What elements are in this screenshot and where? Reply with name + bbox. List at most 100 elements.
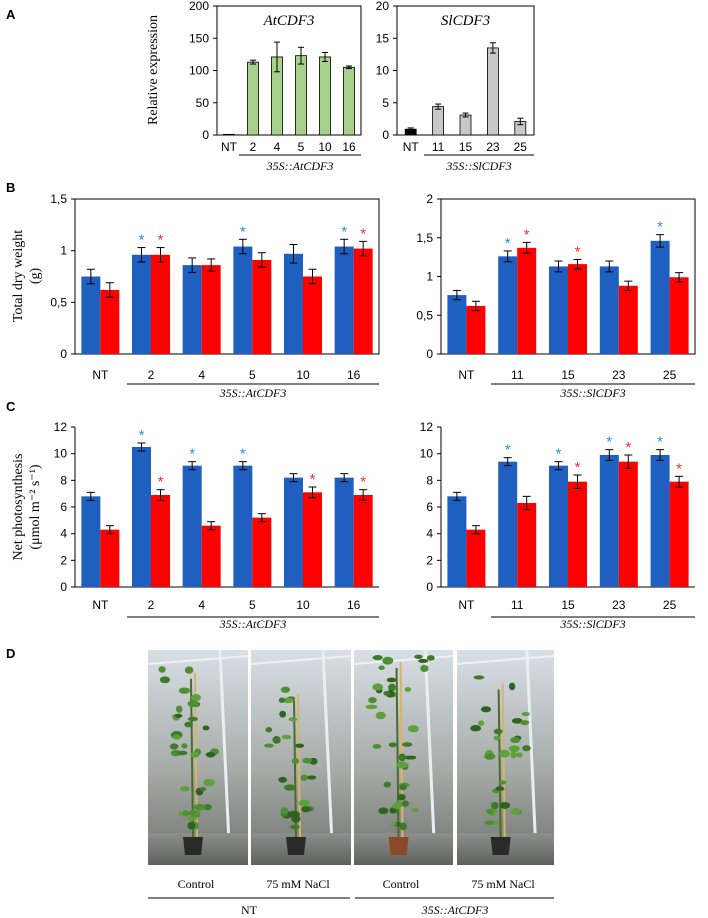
chart-title: SlCDF3: [441, 13, 490, 29]
bar-control: [599, 266, 619, 354]
x-tick-label: 23: [612, 598, 626, 612]
y-tick-label: 10: [420, 447, 434, 461]
x-tick-label: 25: [663, 598, 677, 612]
leaf: [401, 800, 409, 807]
y-tick-label: 200: [189, 0, 209, 13]
y-tick-label: 1,5: [416, 231, 433, 245]
significance-star: *: [606, 434, 612, 451]
y-tick-label: 50: [196, 96, 210, 110]
y-tick-label: 2: [426, 192, 433, 206]
bar-control: [334, 477, 354, 587]
leaf: [272, 736, 281, 744]
y-tick-label: 1,5: [50, 192, 67, 206]
x-tick-label: 11: [511, 368, 524, 382]
bar-expression: [247, 61, 259, 136]
x-tick-label: 4: [198, 598, 205, 612]
leaf: [188, 810, 197, 817]
y-tick-label: 0: [60, 347, 67, 361]
leaf: [420, 664, 429, 673]
x-tick-label: 15: [459, 140, 473, 154]
significance-star: *: [158, 474, 164, 491]
x-tick-label: NT: [403, 140, 420, 154]
significance-star: *: [139, 232, 145, 249]
leaf: [298, 799, 310, 807]
leaf: [302, 757, 312, 764]
leaf: [486, 808, 494, 815]
leaf: [484, 820, 495, 825]
leaf: [187, 700, 199, 708]
x-tick-label: 25: [663, 368, 677, 382]
leaf: [511, 807, 520, 815]
leaf: [264, 743, 274, 748]
leaf: [291, 815, 301, 823]
y-tick-label: 4: [60, 527, 67, 541]
significance-star: *: [158, 232, 164, 249]
bar-nacl: [100, 289, 120, 354]
leaf: [520, 720, 530, 726]
bar-expression: [486, 47, 499, 136]
bar-control: [334, 246, 354, 354]
plant-pot: [286, 837, 306, 855]
leaf: [280, 686, 291, 693]
chart-title: AtCDF3: [263, 13, 315, 29]
chart-b1: 0 0,5 1 1,5 Total dry weight (g) NT 2 * * 4 5 * 10 16 *…: [11, 192, 380, 400]
x-tick-label: 16: [342, 140, 356, 154]
leaf: [177, 750, 188, 756]
bar-nacl: [517, 247, 537, 354]
leaf: [187, 816, 198, 821]
bar-control: [447, 295, 467, 354]
leaf: [202, 725, 210, 731]
greenhouse-frame-bar: [525, 649, 539, 866]
significance-star: *: [575, 243, 581, 260]
y-tick-label: 2: [60, 553, 67, 567]
bar-control: [132, 447, 151, 587]
bar-nacl: [353, 495, 373, 587]
leaf: [389, 807, 396, 814]
bar-nacl: [568, 481, 587, 587]
x-tick-label: 15: [561, 368, 575, 382]
bar-nacl: [618, 461, 638, 587]
leaf: [470, 725, 482, 732]
bar-control: [132, 254, 151, 354]
greenhouse-background: [148, 650, 248, 865]
significance-star: *: [556, 446, 562, 463]
x-tick-label: 23: [486, 140, 500, 154]
greenhouse-frame-bar: [218, 649, 232, 866]
leaf: [401, 762, 409, 767]
leaf: [187, 821, 196, 830]
leaf: [372, 743, 382, 749]
leaf: [484, 753, 496, 760]
bar-control: [549, 465, 568, 587]
panel-label-c: C: [6, 399, 16, 414]
leaf: [288, 717, 298, 722]
y-tick-label: 10: [54, 447, 68, 461]
leaf: [521, 711, 531, 717]
leaf: [499, 802, 511, 809]
photo-caption-nacl-at: 75 mM NaCl: [471, 877, 535, 891]
leaf: [169, 743, 179, 750]
y-tick-label: 0,5: [416, 308, 433, 322]
leaf: [282, 697, 294, 704]
y-tick-label: 0: [202, 128, 209, 142]
leaf: [398, 753, 406, 762]
y-tick-label: 150: [189, 31, 209, 45]
greenhouse-background: [251, 650, 351, 865]
x-tick-label: NT: [92, 598, 109, 612]
leaf: [418, 658, 429, 663]
leaf: [426, 655, 435, 661]
leaf: [205, 751, 216, 758]
leaf: [301, 806, 311, 813]
significance-star: *: [524, 226, 530, 243]
leaf: [289, 824, 300, 830]
x-tick-label: 25: [514, 140, 528, 154]
significance-star: *: [676, 460, 682, 477]
significance-star: *: [360, 225, 366, 242]
significance-star: *: [139, 427, 145, 444]
y-tick-label: 12: [420, 420, 434, 434]
bar-nacl: [252, 259, 272, 354]
y-tick-label: 15: [376, 31, 390, 45]
greenhouse-frame-bar: [423, 649, 437, 866]
photo-group-label-nt: NT: [241, 903, 258, 917]
